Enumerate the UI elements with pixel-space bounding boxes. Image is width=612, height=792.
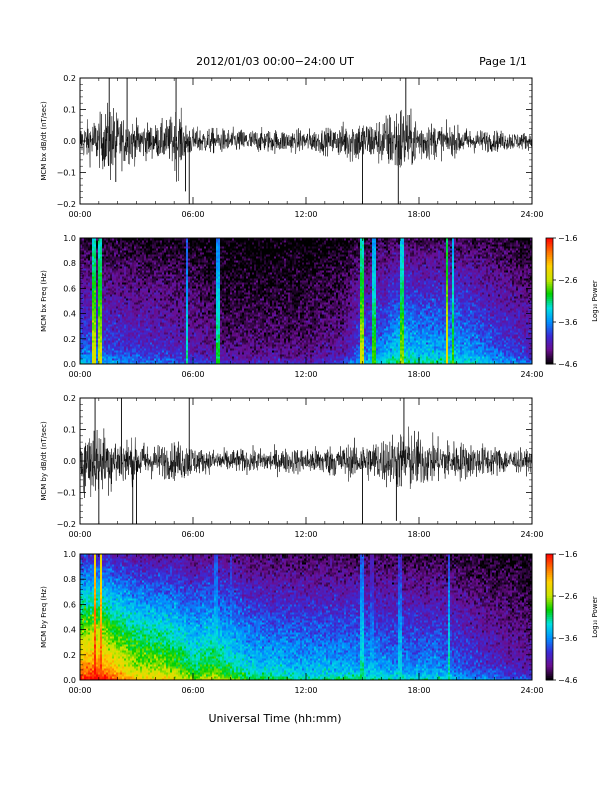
y-tick-label: 0.0	[63, 137, 76, 146]
x-tick-label: 18:00	[407, 210, 430, 219]
series-trace	[80, 103, 532, 182]
y-axis-label: MCM bx dB/dt (nT/sec)	[40, 101, 48, 181]
y-tick-label: −0.1	[57, 169, 76, 178]
y-tick-label: −0.2	[57, 200, 76, 209]
x-tick-label: 24:00	[520, 210, 543, 219]
figure-title: 2012/01/03 00:00−24:00 UT	[196, 55, 354, 68]
panel-bx-dbdt: 00:00 06:00 12:00 18:00 24:00 −0.2 −0.1 0.0 0.1 0…	[40, 74, 544, 219]
page-indicator: Page 1/1	[479, 55, 527, 68]
x-tick-label: 00:00	[68, 210, 91, 219]
y-tick-label: 0.2	[63, 74, 76, 83]
x-tick-label: 06:00	[181, 210, 204, 219]
y-tick-label: 0.1	[63, 106, 76, 115]
spectrogram-cells	[80, 238, 532, 364]
x-tick-label: 12:00	[294, 210, 317, 219]
